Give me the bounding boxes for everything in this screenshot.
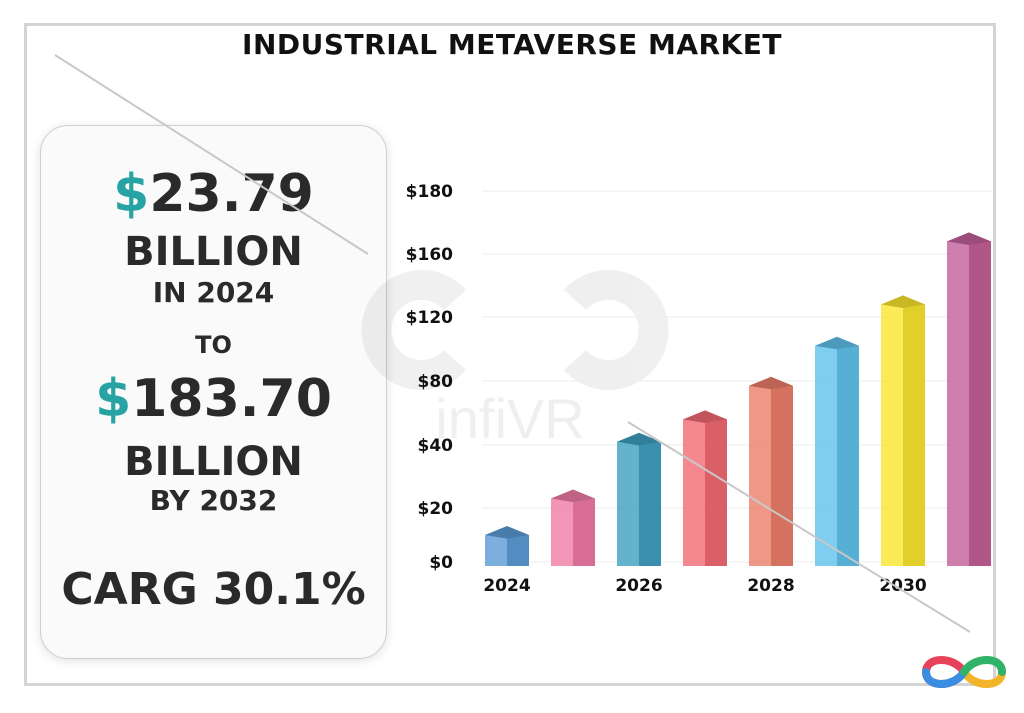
infinity-logo-icon xyxy=(921,656,1007,688)
start-year: IN 2024 xyxy=(152,276,275,309)
bar-2026 xyxy=(617,432,661,566)
bar-2024 xyxy=(485,526,529,566)
end-unit: BILLION xyxy=(124,439,303,485)
y-tick-label: $180 xyxy=(406,182,453,202)
connector-text: TO xyxy=(195,331,232,359)
y-tick-label: $20 xyxy=(418,499,454,519)
x-tick-label: 2026 xyxy=(615,576,662,596)
bar-2025 xyxy=(551,489,595,566)
bar-2030 xyxy=(881,295,925,566)
end-value: $183.70 xyxy=(95,369,332,429)
outer-frame xyxy=(24,23,996,686)
growth-rate: CARG 30.1% xyxy=(61,564,366,615)
watermark-text: infiVR xyxy=(435,387,584,450)
y-tick-label: $80 xyxy=(418,372,454,392)
bar-2029 xyxy=(815,336,859,566)
y-tick-label: $120 xyxy=(406,308,453,328)
y-tick-label: $0 xyxy=(429,553,453,573)
bar-2028 xyxy=(749,376,793,566)
bar-2031 xyxy=(947,232,991,566)
end-year: BY 2032 xyxy=(149,484,278,517)
y-tick-label: $160 xyxy=(406,245,453,265)
x-tick-label: 2028 xyxy=(747,576,794,596)
y-tick-label: $40 xyxy=(418,436,454,456)
bar-2027 xyxy=(683,410,727,566)
watermark: infiVR xyxy=(361,270,669,450)
x-tick-label: 2024 xyxy=(483,576,530,596)
x-tick-label: 2030 xyxy=(879,576,926,596)
